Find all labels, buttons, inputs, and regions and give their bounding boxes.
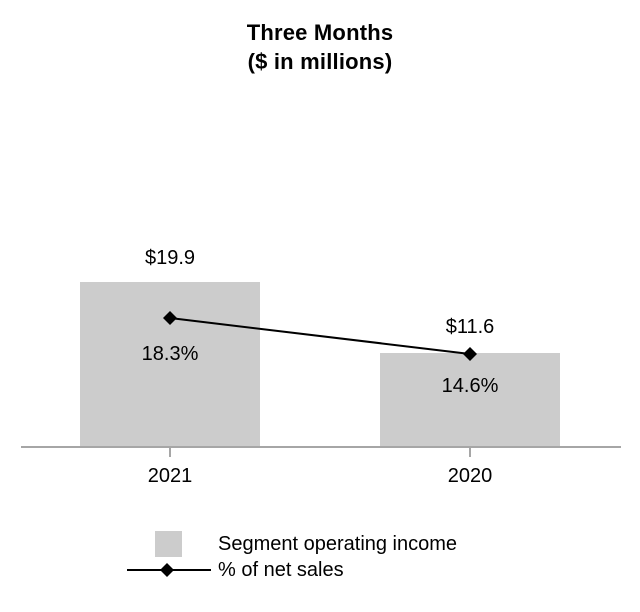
bar-segment-operating-income-2020: [380, 353, 560, 446]
chart-title-line1: Three Months: [246, 20, 394, 45]
legend-diamond-icon: [160, 563, 174, 577]
legend-label-segment-operating-income: Segment operating income: [218, 533, 458, 555]
chart-title-line2: ($ in millions): [247, 49, 393, 74]
x-axis-label-2021: 2021: [147, 465, 193, 487]
x-axis-tick-2021: [169, 448, 171, 457]
value-label-2020: $11.6: [445, 316, 495, 338]
legend-swatch-bar: [155, 531, 182, 557]
legend-label-net-sales: % of net sales: [218, 559, 344, 581]
x-axis-label-2020: 2020: [447, 465, 493, 487]
pct-label-2021: 18.3%: [141, 343, 199, 365]
x-axis-line: [21, 446, 621, 448]
value-label-2021: $19.9: [144, 247, 196, 269]
bar-segment-operating-income-2021: [80, 282, 260, 446]
chart-title: Three Months ($ in millions): [0, 18, 640, 76]
pct-label-2020: 14.6%: [441, 375, 499, 397]
x-axis-tick-2020: [469, 448, 471, 457]
